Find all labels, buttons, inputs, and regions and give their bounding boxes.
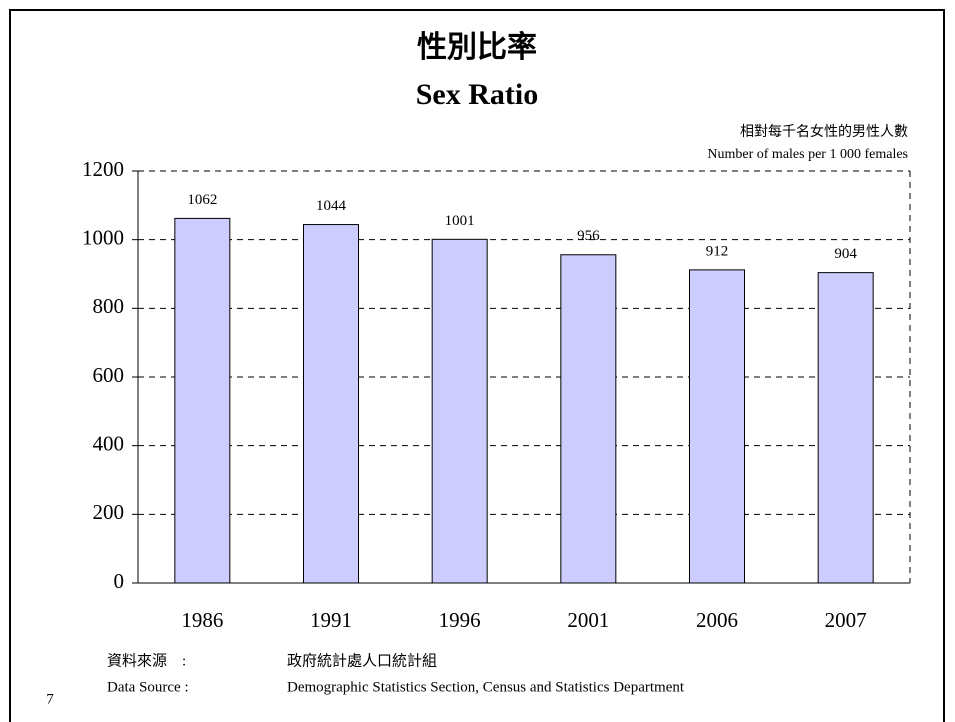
y-tick-label: 400 [93, 431, 125, 455]
bar [174, 217, 231, 584]
bar [817, 272, 874, 584]
bar [689, 269, 745, 584]
source-label-en: Data Source : [107, 679, 189, 695]
source-label: 資料來源 : [107, 652, 186, 669]
chart-title: 性別比率 [417, 31, 537, 64]
value-label: 912 [706, 243, 729, 259]
bar [431, 238, 488, 584]
unit-label-en: Number of males per 1 000 females [707, 147, 908, 162]
y-tick-label: 200 [93, 500, 125, 524]
bar [303, 224, 359, 584]
value-label: 1062 [187, 192, 217, 208]
y-tick-label: 1200 [82, 157, 124, 181]
value-label: 1001 [445, 213, 475, 229]
chart-title-en: Sex Ratio [416, 78, 539, 111]
unit-label: 相對每千名女性的男性人數 [740, 123, 908, 140]
value-label: 956 [577, 228, 600, 244]
x-tick-label: 1986 [181, 608, 223, 632]
y-tick-label: 600 [93, 363, 125, 387]
x-tick-label: 2001 [567, 608, 609, 632]
y-tick-label: 1000 [82, 225, 124, 249]
source-en: Demographic Statistics Section, Census a… [287, 679, 685, 695]
slide-frame [9, 9, 945, 722]
bar [560, 254, 617, 584]
value-label: 1044 [316, 198, 347, 214]
source: 政府統計處人口統計組 [287, 652, 437, 669]
y-tick-label: 0 [114, 569, 125, 593]
x-tick-label: 2006 [696, 608, 738, 632]
page-number: 7 [46, 691, 54, 707]
x-tick-label: 1996 [439, 608, 481, 632]
y-tick-label: 800 [93, 294, 125, 318]
x-tick-label: 1991 [310, 608, 352, 632]
value-label: 904 [834, 246, 857, 262]
x-tick-label: 2007 [825, 608, 867, 632]
